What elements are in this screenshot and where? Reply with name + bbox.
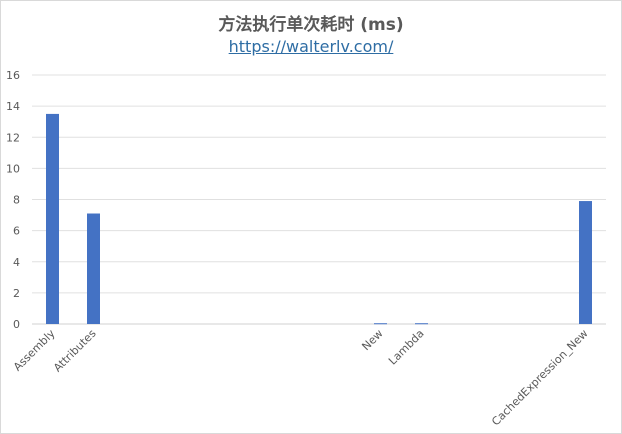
y-tick-label: 16 (6, 69, 20, 82)
bar (579, 201, 592, 324)
y-tick-label: 2 (13, 287, 20, 300)
y-tick-label: 0 (13, 318, 20, 331)
bars (46, 113, 592, 325)
bar (374, 323, 387, 325)
bar (46, 113, 59, 324)
x-tick-label: Attributes (51, 327, 99, 375)
y-tick-label: 4 (13, 256, 20, 269)
x-tick-label: Lambda (386, 327, 427, 368)
chart-title: 方法执行单次耗时 (ms) (218, 15, 404, 35)
x-tick-label: New (359, 327, 385, 353)
gridlines (32, 74, 606, 325)
y-tick-label: 12 (6, 131, 20, 144)
y-axis-ticks: 0 2 4 6 8 10 12 14 16 (6, 69, 20, 331)
y-tick-label: 8 (13, 194, 20, 207)
y-tick-label: 14 (6, 100, 20, 113)
x-tick-label: CachedExpression_New (489, 327, 590, 428)
y-tick-label: 10 (6, 162, 20, 175)
y-tick-label: 6 (13, 225, 20, 238)
bar (87, 213, 100, 324)
bar (415, 323, 428, 325)
chart-subtitle-link[interactable]: https://walterlv.com/ (228, 37, 394, 56)
